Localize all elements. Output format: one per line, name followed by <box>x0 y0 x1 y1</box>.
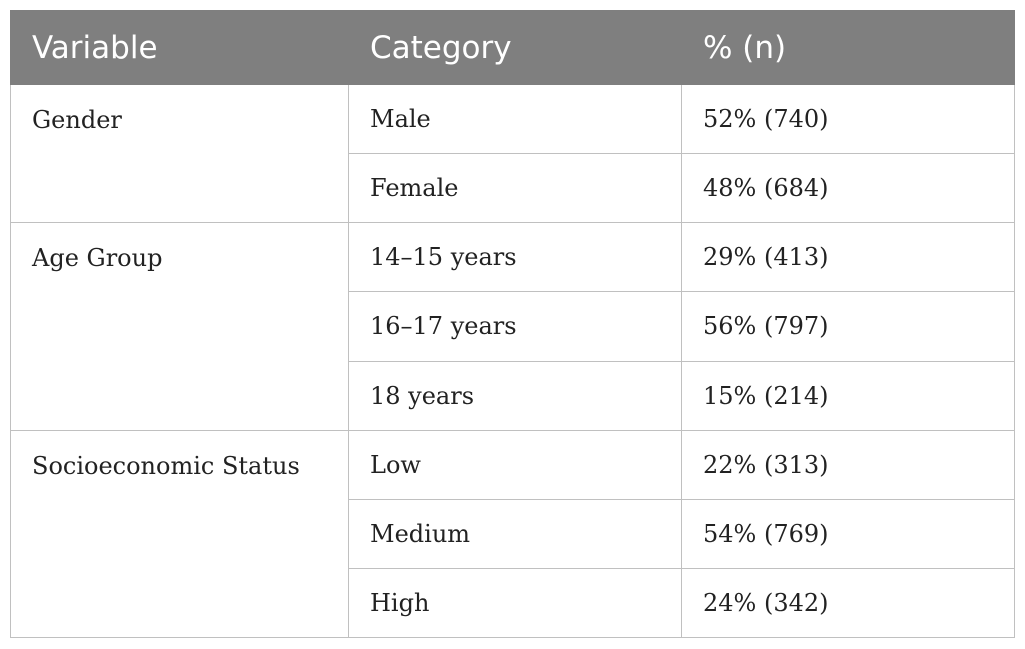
header-percent-n: % (n) <box>681 10 1015 85</box>
demographics-table: Variable Category % (n) Gender Male 52% … <box>10 10 1015 639</box>
table-header-row: Variable Category % (n) <box>10 10 1015 85</box>
table-row: Age Group 14–15 years 29% (413) <box>10 222 1015 431</box>
value-cell: 54% (769) <box>681 498 1015 569</box>
category-cell: Medium <box>348 498 682 569</box>
table-row: Gender Male 52% (740) <box>10 83 1015 224</box>
category-cell: 16–17 years <box>348 291 682 362</box>
table-row: High 24% (342) <box>11 567 1015 639</box>
category-cell: Male <box>348 83 682 155</box>
demographics-table-container: Variable Category % (n) Gender Male 52% … <box>10 10 1015 639</box>
value-cell: 56% (797) <box>681 291 1015 362</box>
value-cell: 48% (684) <box>681 153 1015 224</box>
category-cell: Female <box>348 153 682 224</box>
table-row: Female 48% (684) <box>11 153 1015 224</box>
variable-cell: Socioeconomic Status <box>10 429 349 639</box>
category-cell: Low <box>348 429 682 500</box>
variable-cell: Age Group <box>10 222 349 431</box>
category-cell: High <box>348 567 682 639</box>
category-cell: 18 years <box>348 360 682 431</box>
value-cell: 22% (313) <box>681 429 1015 500</box>
header-variable: Variable <box>10 10 349 85</box>
value-cell: 52% (740) <box>681 83 1015 155</box>
value-cell: 15% (214) <box>681 360 1015 431</box>
header-category: Category <box>348 10 682 85</box>
category-cell: 14–15 years <box>348 222 682 293</box>
value-cell: 24% (342) <box>681 567 1015 639</box>
value-cell: 29% (413) <box>681 222 1015 293</box>
variable-cell: Gender <box>10 83 349 224</box>
table-row: Socioeconomic Status Low 22% (313) <box>10 429 1015 639</box>
table-row: 18 years 15% (214) <box>11 360 1015 431</box>
